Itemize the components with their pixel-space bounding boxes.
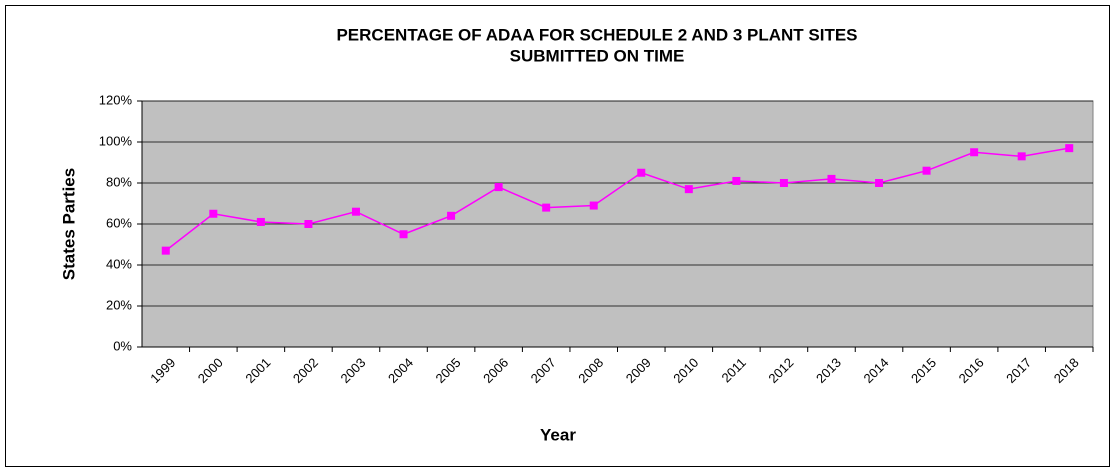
marker [1065,144,1074,153]
marker [447,211,456,220]
marker [161,246,170,255]
marker [970,148,979,157]
marker [1017,152,1026,161]
marker [399,230,408,239]
y-tick-label: 80% [106,174,132,189]
line [165,147,1070,252]
marker [209,209,218,218]
y-axis-label: States Parties [59,168,78,280]
chart-title: SUBMITTED ON TIME [510,46,685,65]
marker [637,168,646,177]
marker [304,220,313,228]
y-tick-label: 40% [106,256,132,271]
marker [684,185,693,194]
marker [827,174,836,183]
y-tick-label: 20% [106,297,132,312]
y-tick-label: 60% [106,215,132,230]
marker [779,179,788,187]
marker [351,207,360,216]
marker [494,183,503,192]
marker [589,201,598,210]
marker [732,176,741,185]
chart-title: PERCENTAGE OF ADAA FOR SCHEDULE 2 AND 3 … [336,25,857,44]
y-tick-label: 120% [99,92,133,107]
marker [256,217,265,226]
y-tick-label: 100% [99,133,133,148]
marker [922,166,931,175]
marker [875,179,884,187]
x-axis-label: Year [540,425,576,444]
marker [542,203,551,212]
y-tick-label: 0% [113,338,132,353]
